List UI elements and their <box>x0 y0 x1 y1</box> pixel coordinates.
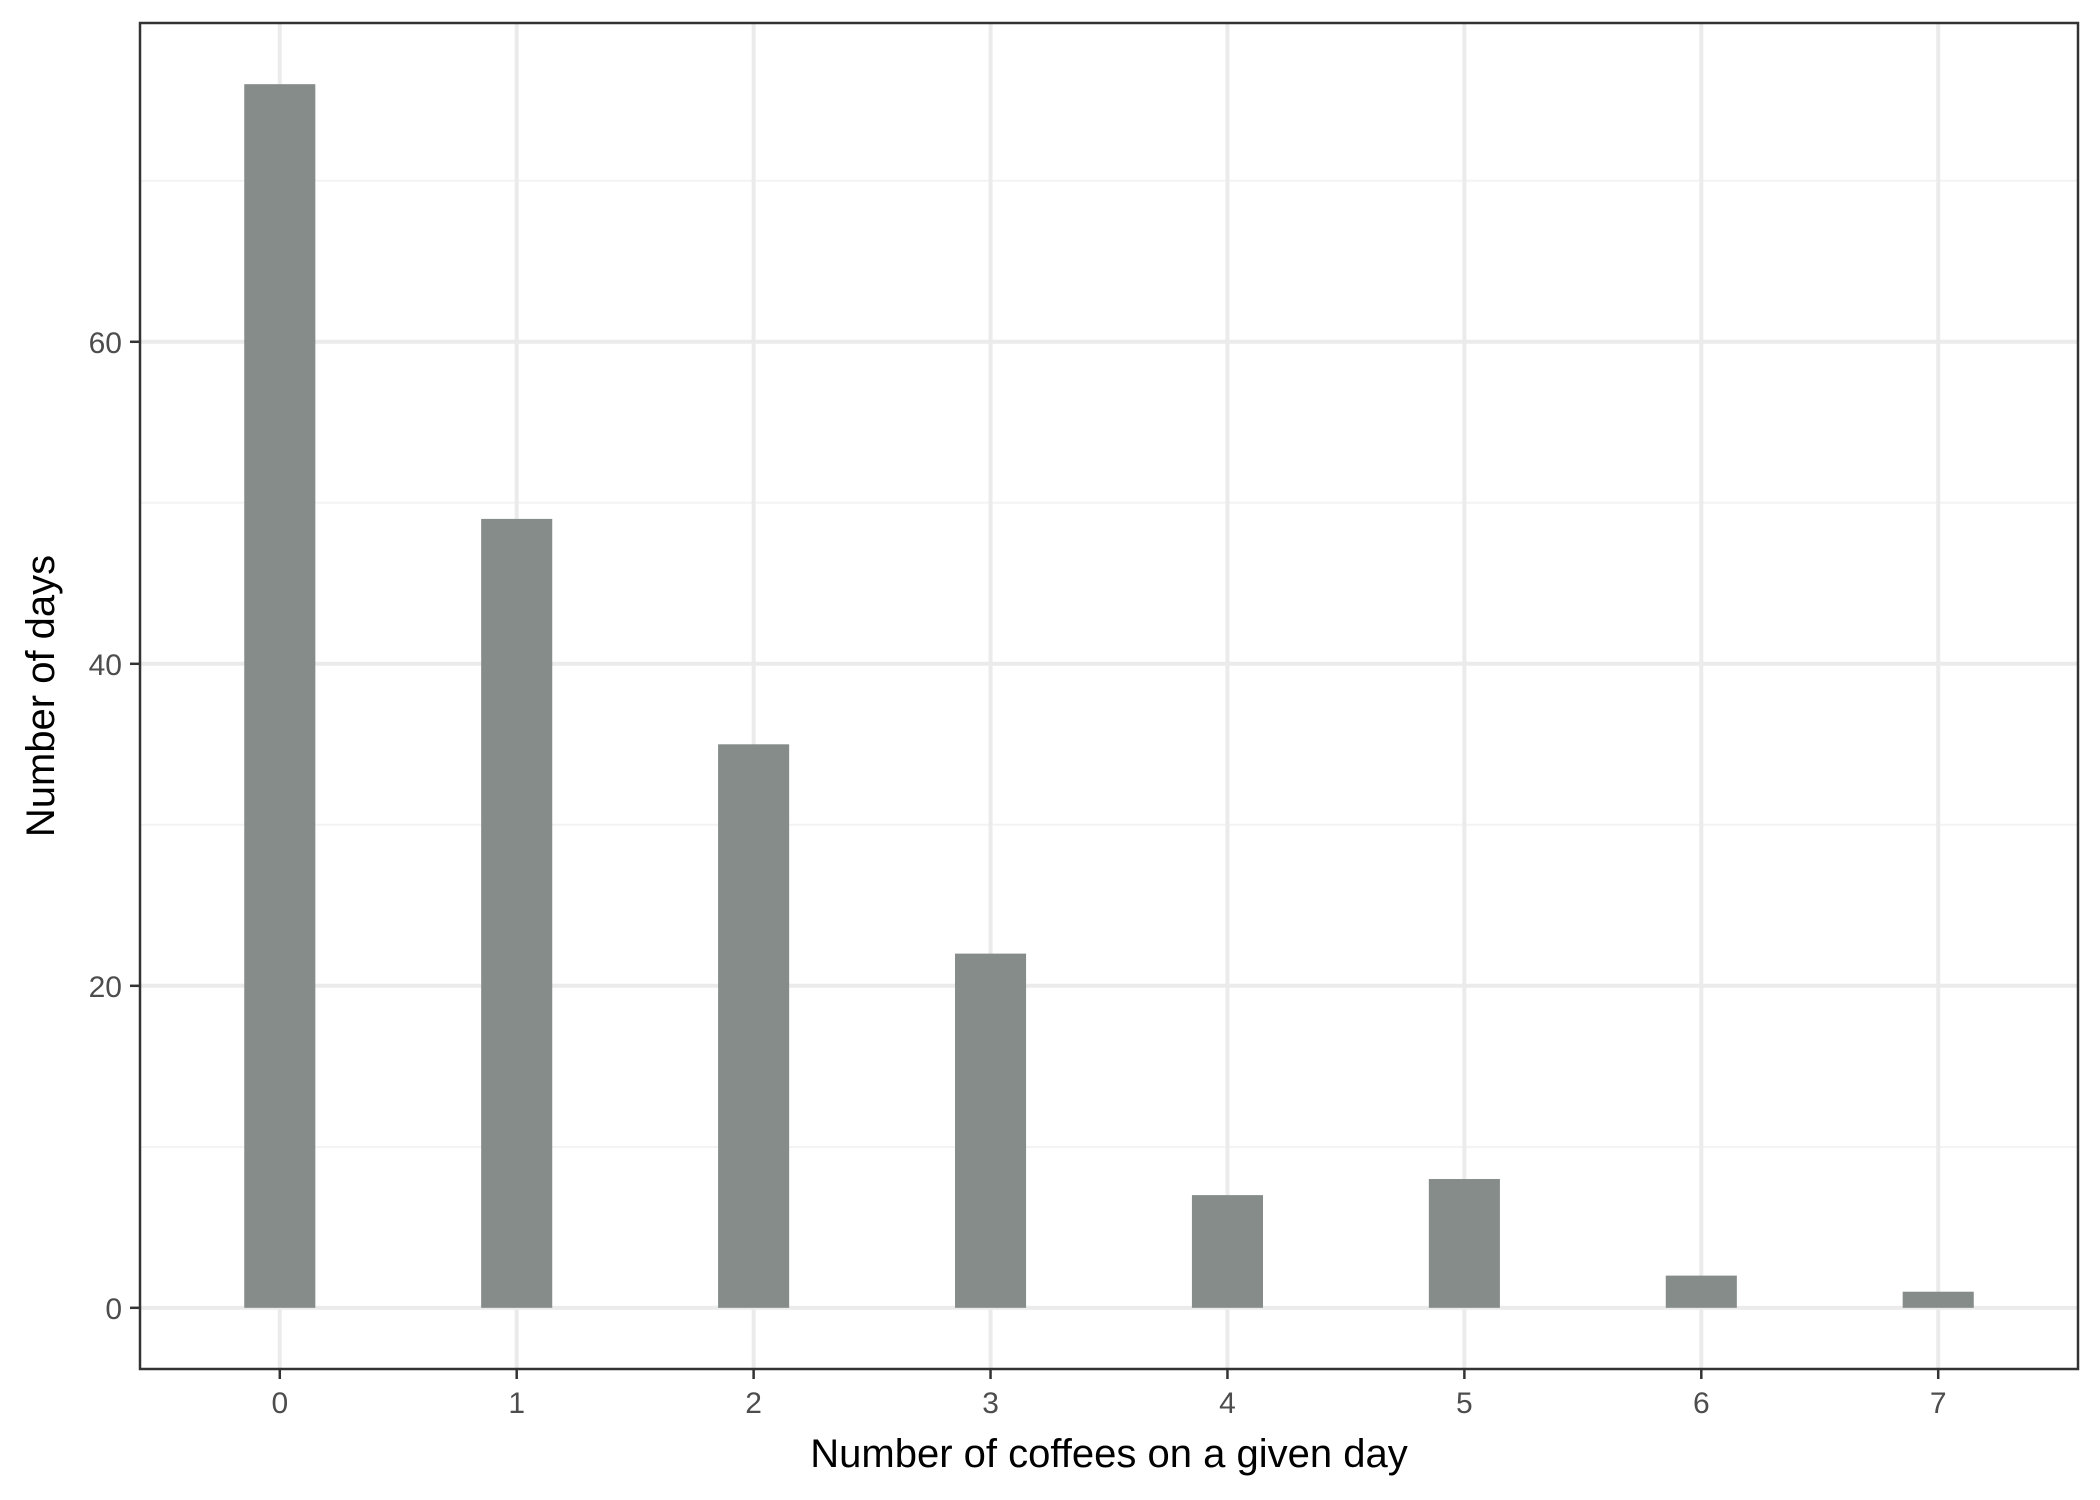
minor-grid <box>140 179 2078 1148</box>
y-tick-label: 20 <box>89 971 122 1004</box>
y-tick-label: 40 <box>89 649 122 682</box>
x-axis-title: Number of coffees on a given day <box>810 1432 1407 1476</box>
bar-3 <box>955 953 1027 1308</box>
y-tick-label: 60 <box>89 327 122 360</box>
bar-4 <box>1191 1195 1263 1308</box>
bar-1 <box>481 518 553 1308</box>
panel-background <box>140 23 2078 1369</box>
bar-0 <box>244 84 316 1308</box>
x-tick-label: 3 <box>982 1387 999 1420</box>
y-tick-label: 0 <box>105 1293 122 1326</box>
bar-7 <box>1902 1291 1974 1308</box>
major-grid <box>140 23 2078 1369</box>
x-tick-label: 4 <box>1219 1387 1236 1420</box>
bar-6 <box>1665 1275 1737 1308</box>
bar-2 <box>718 744 790 1308</box>
panel-border <box>138 21 2080 1371</box>
bar-5 <box>1428 1179 1500 1308</box>
y-axis-ticks: 0 20 40 60 <box>89 327 140 1326</box>
x-tick-label: 1 <box>508 1387 525 1420</box>
x-tick-label: 7 <box>1930 1387 1947 1420</box>
x-axis-ticks: 0 1 2 3 4 5 6 7 <box>271 1369 1947 1420</box>
x-tick-label: 6 <box>1693 1387 1710 1420</box>
x-tick-label: 5 <box>1456 1387 1473 1420</box>
bars <box>244 84 1974 1308</box>
x-tick-label: 2 <box>745 1387 762 1420</box>
y-axis-title: Number of days <box>19 555 63 837</box>
x-tick-label: 0 <box>271 1387 288 1420</box>
